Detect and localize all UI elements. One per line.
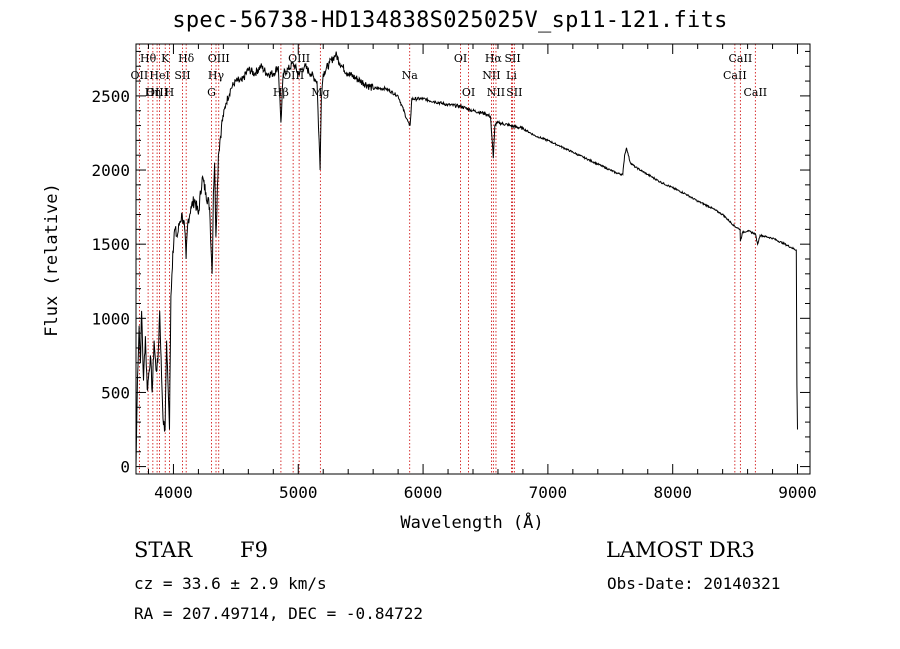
x-tick-label: 8000: [653, 483, 692, 502]
line-marker-label: CaII: [723, 69, 747, 82]
line-marker-label: G: [207, 86, 216, 99]
plot-frame: [135, 43, 811, 475]
line-marker-label: OI: [462, 86, 475, 99]
spectrum-line: [135, 51, 798, 467]
line-marker-label: NII: [487, 86, 505, 99]
obs-date: Obs-Date: 20140321: [607, 574, 781, 593]
chart-title: spec-56738-HD134838S025025V_sp11-121.fit…: [172, 8, 728, 33]
y-tick-label: 1500: [91, 235, 130, 254]
line-marker-label: OII: [131, 69, 149, 82]
x-axis: 4000 5000 6000 7000 8000 9000: [147, 44, 817, 502]
y-tick-label: 0: [120, 458, 130, 477]
line-marker-label: CaII: [743, 86, 767, 99]
line-marker-label: Hγ: [208, 69, 225, 82]
line-marker-label: Hβ: [273, 86, 289, 99]
object-type: STAR: [134, 538, 193, 562]
line-marker-label: Li: [506, 69, 517, 82]
line-marker-label: SII: [506, 86, 522, 99]
spectral-subclass: F9: [240, 538, 268, 562]
y-tick-label: 2500: [91, 87, 130, 106]
line-marker-label: Mg: [311, 86, 329, 99]
x-tick-label: 7000: [529, 483, 568, 502]
line-marker-label: OIII: [288, 52, 310, 65]
line-markers: [138, 44, 756, 474]
line-marker-label: SII: [504, 52, 520, 65]
line-marker-label: Hδ: [178, 52, 195, 65]
x-tick-label: 5000: [279, 483, 318, 502]
line-marker-label: HeI: [149, 69, 169, 82]
line-marker-label: CaII: [729, 52, 753, 65]
line-marker-label: OIII: [282, 69, 304, 82]
line-marker-label: Hη: [145, 86, 161, 99]
x-axis-label: Wavelength (Å): [400, 511, 543, 533]
y-axis: 0 500 1000 1500 2000 2500: [91, 50, 810, 477]
redshift-readout: cz = 33.6 ± 2.9 km/s: [134, 574, 327, 593]
line-marker-label: OI: [454, 52, 467, 65]
line-marker-label: Na: [402, 69, 419, 82]
x-tick-label: 4000: [154, 483, 193, 502]
line-marker-label: K: [161, 52, 170, 65]
line-marker-label: Hθ: [140, 52, 157, 65]
y-tick-label: 500: [101, 383, 130, 402]
x-tick-label: 9000: [778, 483, 817, 502]
y-axis-label: Flux (relative): [42, 183, 62, 337]
y-tick-label: 1000: [91, 309, 130, 328]
y-tick-label: 2000: [91, 161, 130, 180]
line-marker-label: Hα: [485, 52, 503, 65]
line-marker-label: H: [165, 86, 175, 99]
line-marker-label: SII: [174, 69, 190, 82]
coordinates: RA = 207.49714, DEC = -0.84722: [134, 604, 423, 623]
survey-name: LAMOST DR3: [606, 538, 755, 562]
line-marker-label: OIII: [146, 86, 168, 99]
line-marker-label: OIII: [208, 52, 230, 65]
x-tick-label: 6000: [404, 483, 443, 502]
line-marker-label: NII: [482, 69, 500, 82]
